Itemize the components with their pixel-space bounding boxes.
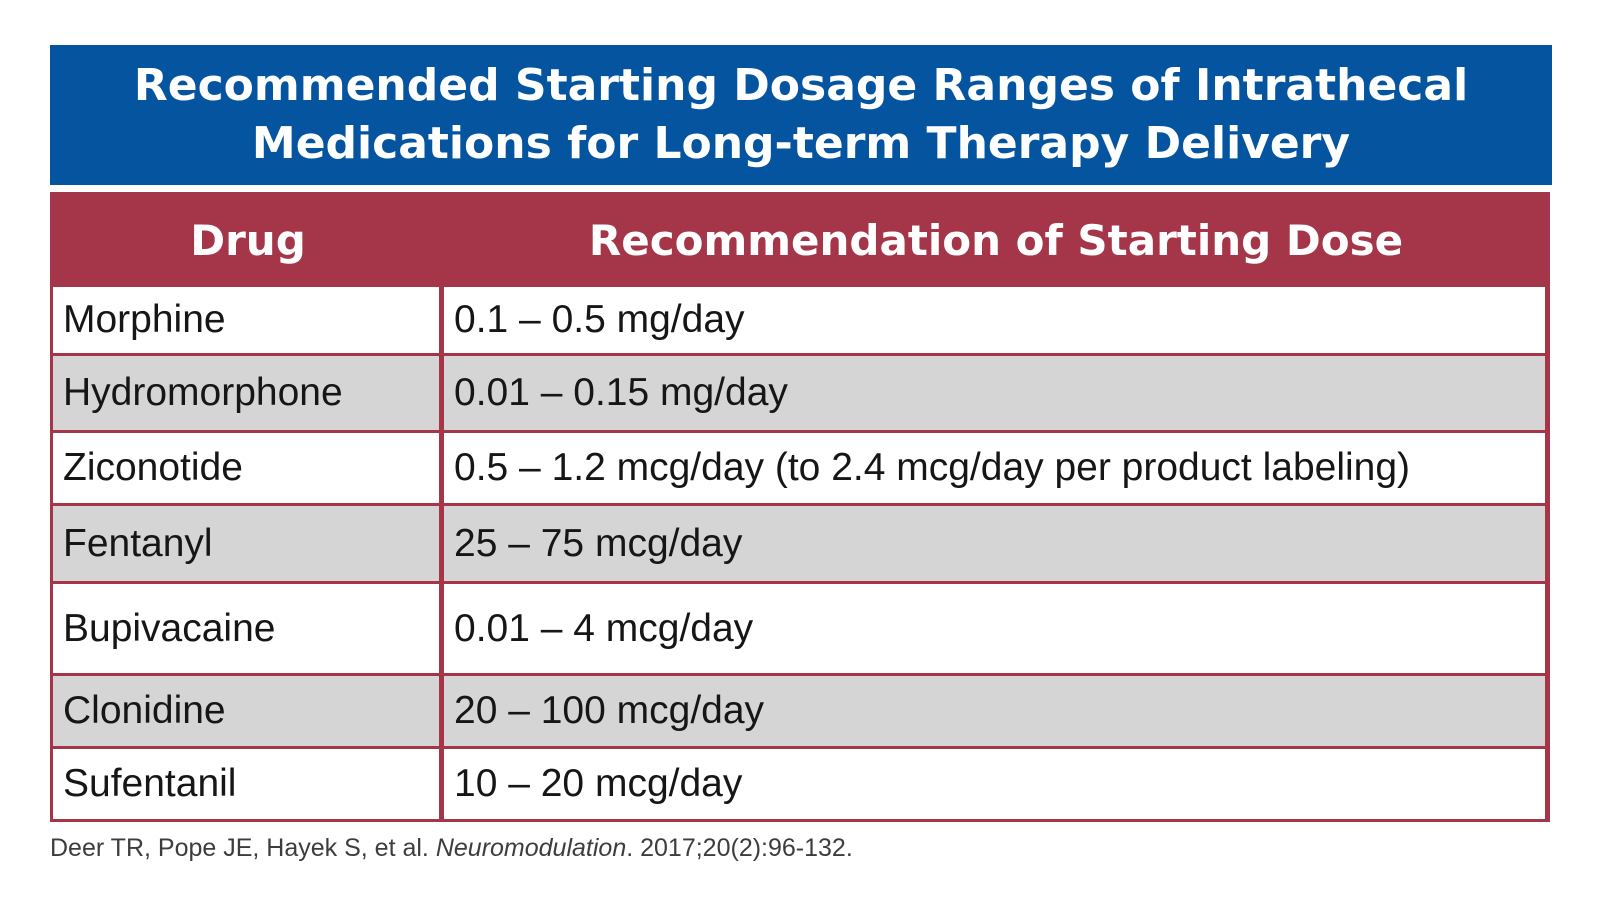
header-drug: Drug [190, 215, 306, 265]
dose-cell: 0.1 – 0.5 mg/day [444, 287, 1545, 353]
dose-cell: 10 – 20 mcg/day [444, 749, 1545, 819]
citation: Deer TR, Pope JE, Hayek S, et al. Neurom… [50, 834, 853, 863]
dose-cell: 0.5 – 1.2 mcg/day (to 2.4 mcg/day per pr… [444, 433, 1545, 503]
dosage-table: Drug Recommendation of Starting Dose Mor… [50, 192, 1550, 822]
table-row: Fentanyl 25 – 75 mcg/day [53, 506, 1547, 581]
drug-cell: Bupivacaine [53, 584, 439, 673]
citation-details: . 2017;20(2):96-132. [626, 834, 853, 862]
header-dose: Recommendation of Starting Dose [588, 215, 1404, 265]
table-header: Drug Recommendation of Starting Dose [53, 195, 1547, 285]
title-line-1: Recommended Starting Dosage Ranges of In… [133, 60, 1469, 111]
table-row: Bupivacaine 0.01 – 4 mcg/day [53, 584, 1547, 673]
dose-cell: 25 – 75 mcg/day [444, 506, 1545, 581]
citation-journal: Neuromodulation [435, 834, 627, 862]
table-row: Sufentanil 10 – 20 mcg/day [53, 749, 1547, 819]
title-line-2: Medications for Long-term Therapy Delive… [251, 118, 1351, 169]
drug-cell: Hydromorphone [53, 356, 439, 430]
dose-cell: 20 – 100 mcg/day [444, 676, 1545, 746]
table-row: Hydromorphone 0.01 – 0.15 mg/day [53, 356, 1547, 430]
drug-cell: Morphine [53, 287, 439, 353]
drug-cell: Clonidine [53, 676, 439, 746]
dose-cell: 0.01 – 4 mcg/day [444, 584, 1545, 673]
table-row: Morphine 0.1 – 0.5 mg/day [53, 287, 1547, 353]
dose-cell: 0.01 – 0.15 mg/day [444, 356, 1545, 430]
table-row: Ziconotide 0.5 – 1.2 mcg/day (to 2.4 mcg… [53, 433, 1547, 503]
drug-cell: Sufentanil [53, 749, 439, 819]
table-row: Clonidine 20 – 100 mcg/day [53, 676, 1547, 746]
drug-cell: Fentanyl [53, 506, 439, 581]
citation-authors: Deer TR, Pope JE, Hayek S, et al. [50, 834, 429, 862]
title-banner: Recommended Starting Dosage Ranges of In… [50, 45, 1552, 185]
drug-cell: Ziconotide [53, 433, 439, 503]
